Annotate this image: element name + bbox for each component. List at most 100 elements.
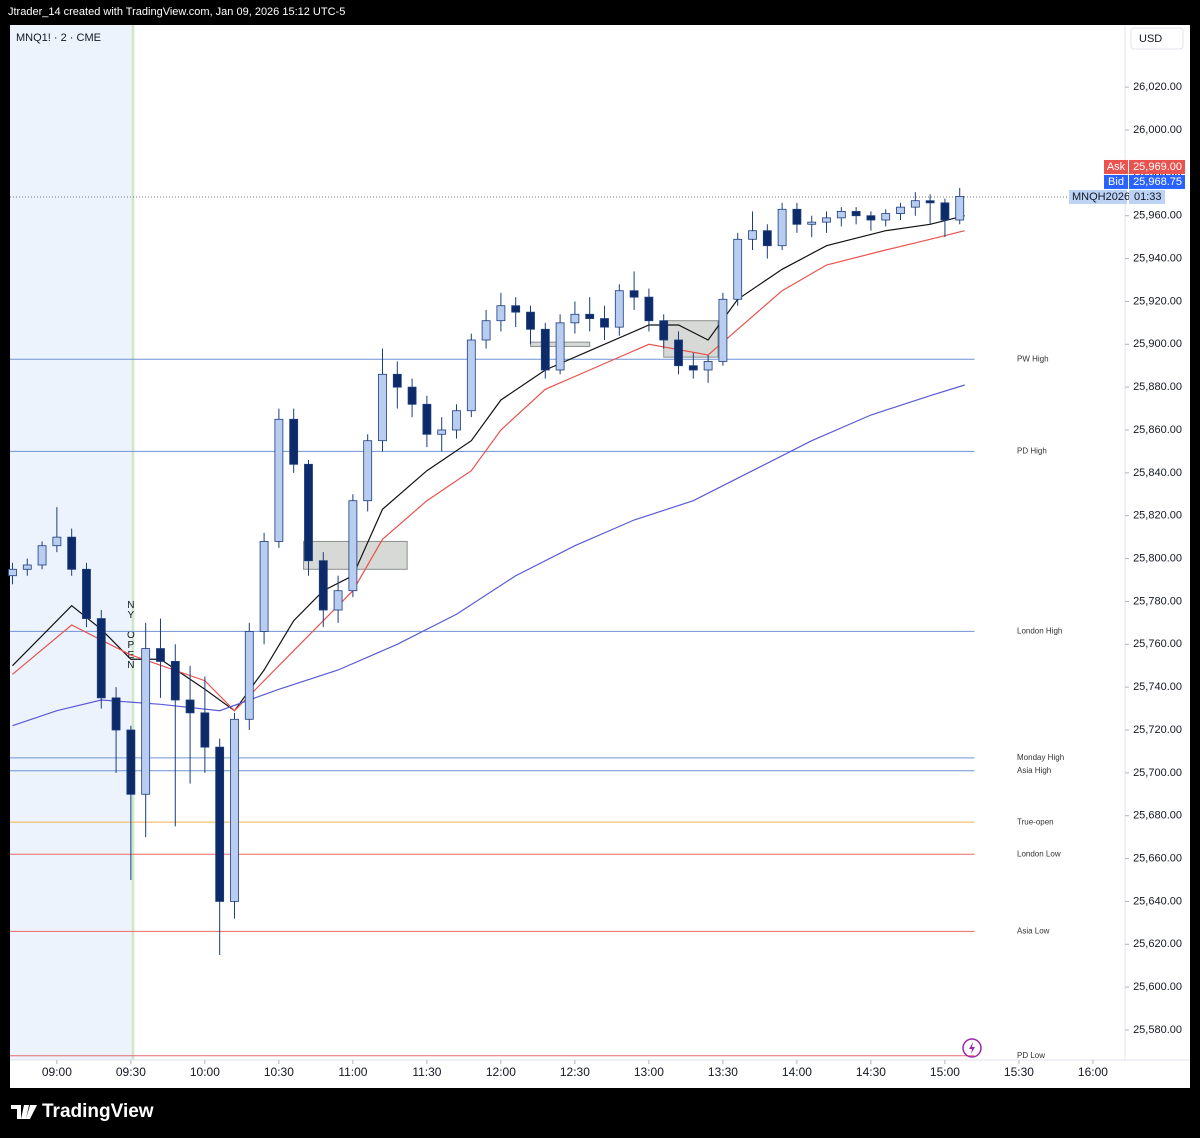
candle-body	[629, 290, 639, 298]
x-tick-label: 12:30	[560, 1065, 590, 1079]
candle-body	[22, 564, 32, 570]
y-tick-label: 25,780.00	[1133, 595, 1182, 607]
candle-body	[674, 339, 683, 367]
alert-icon[interactable]	[962, 1038, 982, 1058]
candle-body	[481, 320, 491, 341]
y-tick-label: 25,720.00	[1133, 724, 1182, 736]
currency: USD	[1139, 33, 1162, 45]
y-tick-label: 25,760.00	[1133, 638, 1182, 650]
x-tick-label: 16:00	[1078, 1065, 1108, 1079]
candle-body	[762, 230, 772, 247]
brand-logo	[11, 1105, 37, 1119]
candle-body	[185, 699, 195, 714]
candle-body	[748, 230, 757, 240]
y-tick-label: 25,700.00	[1133, 767, 1182, 779]
candle-body	[378, 373, 387, 442]
candle-body	[614, 290, 624, 328]
candle-body	[156, 648, 165, 662]
contract: MNQH2026	[1072, 191, 1130, 203]
y-tick-label: 25,580.00	[1133, 1024, 1182, 1036]
bid-name: Bid	[1108, 176, 1124, 188]
y-tick-label: 25,640.00	[1133, 895, 1182, 907]
y-tick-label: 25,960.00	[1133, 210, 1182, 222]
zone	[663, 320, 719, 358]
y-tick-label: 25,600.00	[1133, 981, 1182, 993]
level-label: Asia Low	[1017, 927, 1050, 936]
level-label: London High	[1017, 627, 1062, 636]
candle-body	[274, 418, 284, 542]
candle-body	[955, 196, 965, 221]
y-tick-label: 25,820.00	[1133, 510, 1182, 522]
candle-body	[82, 568, 91, 619]
candle-body	[52, 536, 62, 547]
candle-body	[925, 200, 935, 204]
candle-body	[659, 320, 669, 341]
y-tick-label: 26,020.00	[1133, 81, 1182, 93]
x-tick-label: 10:30	[264, 1065, 294, 1079]
y-tick-label: 25,860.00	[1133, 424, 1182, 436]
y-tick-label: 25,940.00	[1133, 252, 1182, 264]
candle-body	[792, 208, 802, 225]
candle-body	[422, 403, 432, 435]
candle-body	[200, 712, 210, 748]
x-tick-label: 12:00	[486, 1065, 516, 1079]
candle-body	[452, 410, 461, 431]
ask-name: Ask	[1107, 161, 1126, 173]
candle-body	[570, 313, 580, 324]
y-tick-label: 25,900.00	[1133, 338, 1182, 350]
brand: TradingView	[42, 1101, 154, 1122]
candle-body	[703, 361, 713, 371]
candle-body	[940, 202, 950, 221]
candle-body	[600, 318, 609, 328]
candle-body	[289, 418, 299, 465]
candle-body	[244, 631, 254, 720]
candle-body	[585, 313, 595, 319]
candle-body	[540, 328, 550, 371]
x-tick-label: 14:00	[782, 1065, 812, 1079]
candle-body	[807, 221, 817, 225]
candle-body	[8, 568, 17, 577]
x-tick-label: 11:30	[412, 1065, 441, 1079]
alert-bolt	[969, 1042, 975, 1054]
candle-body	[392, 373, 402, 388]
candle-body	[304, 463, 313, 562]
candle-body	[67, 536, 77, 570]
candle-body	[111, 697, 121, 731]
y-tick-label: 25,740.00	[1133, 681, 1182, 693]
level-label: Asia High	[1017, 766, 1051, 775]
candle-body	[836, 211, 846, 219]
moving-average	[12, 384, 965, 727]
header-text: Jtrader_14 created with TradingView.com,…	[8, 6, 345, 18]
moving-average	[12, 230, 965, 712]
candle-body	[733, 238, 743, 300]
candle-body	[170, 661, 180, 701]
level-label: Monday High	[1017, 753, 1064, 762]
level-label: PD Low	[1017, 1051, 1045, 1060]
y-tick-label: 25,880.00	[1133, 381, 1182, 393]
candle-body	[896, 206, 905, 214]
candle-body	[910, 200, 920, 208]
candle-body	[511, 305, 521, 313]
candle-body	[466, 339, 476, 412]
candle-body	[37, 545, 47, 566]
countdown-bg	[1129, 189, 1165, 204]
y-tick-label: 25,800.00	[1133, 552, 1182, 564]
y-tick-label: 25,620.00	[1133, 938, 1182, 950]
x-tick-label: 13:00	[634, 1065, 664, 1079]
candle-body	[644, 296, 654, 322]
candle-body	[437, 429, 447, 435]
x-tick-label: 09:00	[42, 1065, 72, 1079]
x-tick-label: 10:00	[190, 1065, 220, 1079]
candle-body	[718, 298, 728, 362]
level-label: PW High	[1017, 354, 1049, 363]
candle-body	[126, 729, 136, 795]
x-tick-label: 14:30	[856, 1065, 886, 1079]
currency-box	[1130, 27, 1184, 50]
x-tick-label: 15:30	[1004, 1065, 1034, 1079]
bid-name-bg	[1104, 174, 1128, 189]
session-marker: NY OPEN	[125, 600, 136, 670]
logo-mark	[11, 1105, 37, 1119]
ask-name-bg	[1104, 159, 1128, 174]
